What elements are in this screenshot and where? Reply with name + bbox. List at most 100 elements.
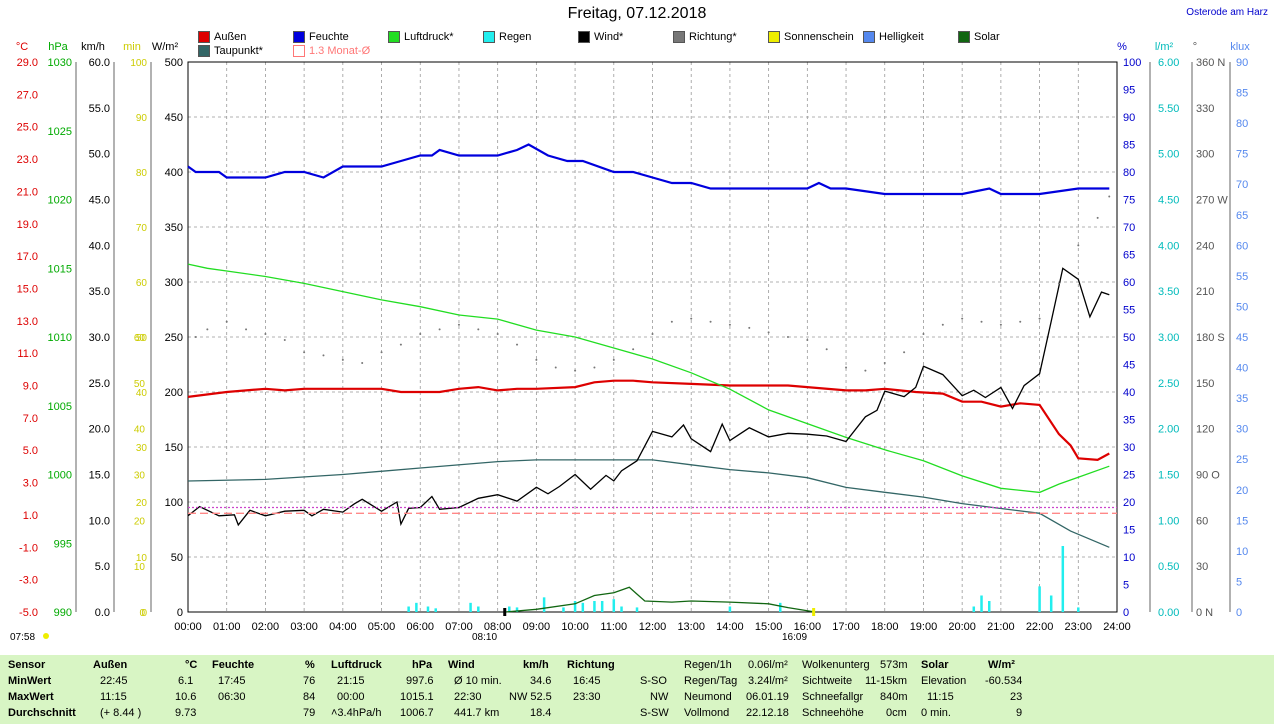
legend-label: Helligkeit [879, 31, 924, 43]
x-tick-label: 03:00 [290, 621, 318, 633]
kmh-tick-label: 10.0 [89, 515, 110, 527]
legend-luftdruck: Luftdruck* [388, 31, 454, 43]
stats-value: 0cm [886, 707, 907, 719]
celsius-tick-label: 29.0 [17, 57, 38, 69]
stats-value: 23 [1010, 691, 1023, 703]
klux-tick-label: 20 [1236, 485, 1248, 497]
percent-tick-label: 65 [1123, 250, 1135, 262]
x-tick-label: 22:00 [1026, 621, 1054, 633]
dawn-time: 07:58 [10, 632, 36, 643]
stats-value: Neumond [684, 691, 732, 703]
percent-tick-label: 50 [1123, 332, 1135, 344]
series-au-en-line [187, 379, 1110, 462]
percent-tick-label: 0 [1123, 607, 1129, 619]
series-richtung-point [457, 323, 460, 326]
celsius-tick-label: -5.0 [19, 607, 38, 619]
percent-tick-label: 20 [1123, 497, 1135, 509]
stats-value: 23:30 [573, 691, 601, 703]
main-tick-label: 100 [165, 497, 183, 509]
klux-tick-label: 10 [1236, 546, 1248, 558]
rain-tick-label: 3.00 [1158, 332, 1179, 344]
stats-value: 00:00 [337, 691, 365, 703]
percent-tick-label: 35 [1123, 415, 1135, 427]
kmh-tick-label: 50.0 [89, 149, 110, 161]
series-richtung-point [1077, 244, 1080, 247]
x-tick-label: 04:00 [329, 621, 357, 633]
percent-tick-label: 95 [1123, 85, 1135, 97]
klux-unit-label: klux [1230, 41, 1250, 53]
series-richtung-point [864, 369, 867, 372]
sunset-marker [812, 608, 816, 616]
legend-label: Taupunkt* [214, 45, 263, 57]
min-tick-label: 30 [134, 471, 146, 482]
celsius-tick-label: 15.0 [17, 283, 38, 295]
series-richtung-point [303, 351, 306, 354]
celsius-tick-label: -1.0 [19, 542, 38, 554]
x-tick-label: 07:00 [445, 621, 473, 633]
rain-tick-label: 4.00 [1158, 240, 1179, 252]
rain-tick-label: 5.00 [1158, 149, 1179, 161]
kmh-tick-label: 40.0 [89, 240, 110, 252]
series-richtung-point [883, 361, 886, 364]
klux-tick-label: 80 [1236, 118, 1248, 130]
series-richtung-point [651, 332, 654, 335]
legend-sonnenschein: Sonnenschein [768, 31, 854, 43]
celsius-tick-label: 1.0 [23, 510, 38, 522]
stats-value: 3.24l/m² [748, 675, 788, 687]
stats-value: 840m [880, 691, 908, 703]
stats-value: 10.6 [175, 691, 197, 703]
wm2-tick-label: 10 [136, 553, 148, 564]
hpa-tick-label: 1025 [48, 126, 72, 138]
series-wind-line [187, 267, 1110, 527]
stats-value: 76 [303, 675, 316, 687]
series-feuchte-line [187, 143, 1110, 196]
stats-value: 79 [303, 707, 316, 719]
stats-value: Ø 10 min. [454, 675, 502, 687]
min-tick-label: 0 [139, 608, 145, 619]
rain-tick-label: 2.00 [1158, 424, 1179, 436]
main-tick-label: 350 [165, 222, 183, 234]
hpa-tick-label: 995 [54, 538, 72, 550]
wm2-tick-label: 70 [136, 223, 148, 234]
main-tick-label: 150 [165, 442, 183, 454]
series-richtung-point [438, 328, 441, 331]
location-link[interactable]: Osterode am Harz [1186, 7, 1268, 18]
kmh-tick-label: 55.0 [89, 103, 110, 115]
kmh-tick-label: 20.0 [89, 424, 110, 436]
legend-aussen: Außen [198, 31, 246, 43]
stats-value: 84 [303, 691, 316, 703]
wm2-tick-label: 40 [136, 388, 148, 399]
legend-swatch [863, 31, 875, 43]
stats-value: 22:45 [100, 675, 128, 687]
legend-richtung: Richtung* [673, 31, 737, 43]
x-tick-label: 02:00 [252, 621, 280, 633]
stats-value: Regen/Tag [684, 675, 738, 687]
series-richtung-point [361, 361, 364, 364]
series-richtung-point [1038, 317, 1041, 320]
legend-swatch [483, 31, 495, 43]
weather-chart: 00:00 01:00 02:00 03:00 04:00 05:00 06:00 07:00… [16, 41, 1250, 639]
stats-luftdruck-header: Luftdruck [331, 659, 382, 671]
series-richtung-point [748, 326, 751, 329]
legend-helligkeit: Helligkeit [863, 31, 924, 43]
stats-value: 11-15km [865, 675, 907, 687]
hpa-tick-label: 1015 [48, 263, 72, 275]
x-tick-label: 16:00 [794, 621, 822, 633]
stats-wind-header: Wind [448, 659, 475, 671]
series-richtung-point [1108, 195, 1111, 198]
stats-value: ˄3.4hPa/h [331, 707, 382, 719]
stats-value: 9 [1016, 707, 1023, 719]
series-richtung-point [225, 320, 228, 323]
klux-tick-label: 45 [1236, 332, 1248, 344]
stats-value: 06.01.19 [746, 691, 789, 703]
stats-value: -60.534 [985, 675, 1023, 687]
stats-value: Schneefallgr [802, 691, 864, 703]
klux-tick-label: 25 [1236, 454, 1248, 466]
series-richtung-point [767, 331, 770, 334]
klux-tick-label: 50 [1236, 301, 1248, 313]
percent-unit-label: % [1117, 41, 1127, 53]
stats-value: NW [650, 691, 669, 703]
celsius-tick-label: 27.0 [17, 89, 38, 101]
series-luftdruck-line [187, 263, 1110, 494]
x-tick-label: 13:00 [677, 621, 705, 633]
